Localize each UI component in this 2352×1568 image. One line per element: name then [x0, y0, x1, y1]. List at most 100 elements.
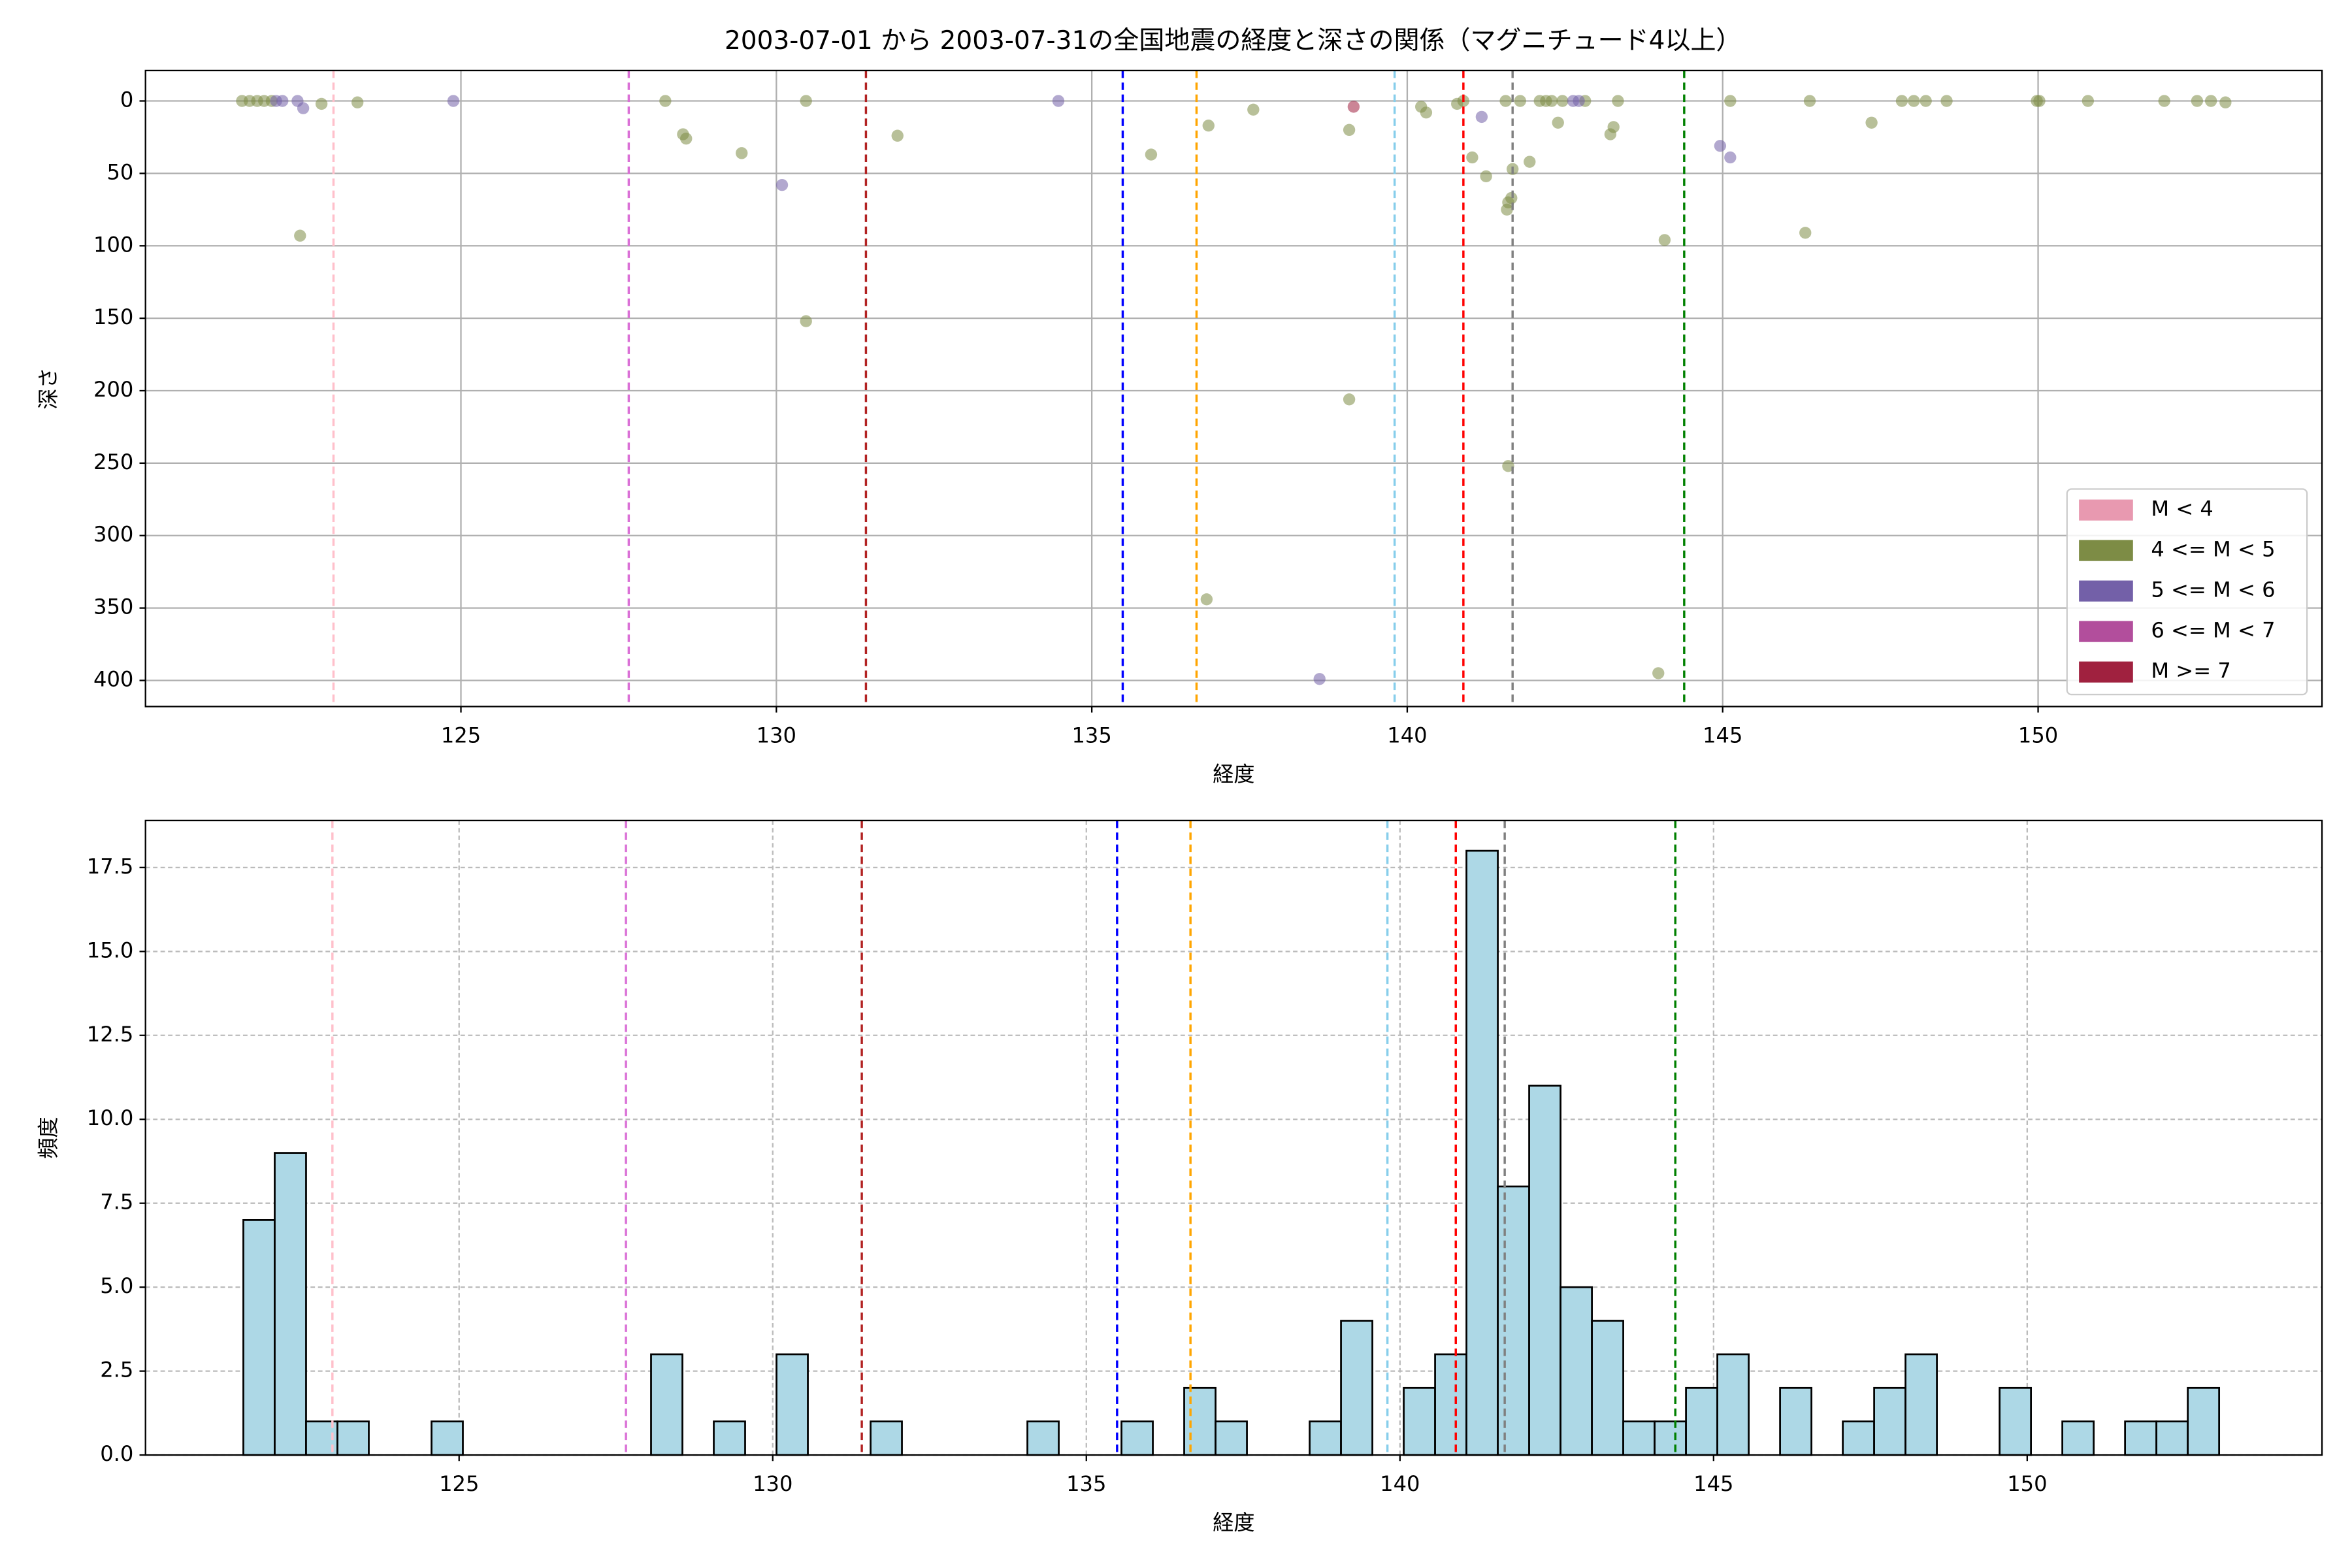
point [1803, 95, 1816, 107]
bar [1685, 1386, 1718, 1456]
y-tick-label: 50 [106, 159, 133, 184]
y-tick-label: 200 [93, 377, 133, 402]
point [1545, 95, 1558, 107]
legend-label: M >= 7 [2151, 659, 2230, 683]
point [276, 95, 289, 107]
point [1420, 106, 1433, 119]
point [1501, 203, 1513, 216]
point [1247, 103, 1260, 116]
bar [2124, 1420, 2158, 1456]
point [1313, 673, 1326, 685]
point [1612, 95, 1624, 107]
y-tick-label: 15.0 [87, 938, 134, 962]
y-tick-label: 100 [93, 232, 133, 257]
x-tick-label: 135 [1071, 723, 1111, 747]
bar [1497, 1185, 1530, 1456]
point [1202, 120, 1215, 132]
y-tick-label: 0 [120, 88, 133, 112]
bar [870, 1420, 903, 1456]
point [2219, 96, 2232, 108]
y-tick-label: 400 [93, 667, 133, 692]
legend-swatch [2079, 661, 2133, 683]
legend-swatch [2079, 540, 2133, 561]
point [1343, 123, 1356, 137]
y-tick-label: 350 [93, 595, 133, 619]
point [1347, 101, 1360, 113]
x-tick-label: 125 [439, 1471, 479, 1496]
point [1895, 95, 1908, 107]
point [1499, 95, 1512, 107]
point [1652, 667, 1665, 679]
point [2158, 95, 2170, 107]
y-tick-label: 150 [93, 304, 133, 329]
bar [274, 1152, 307, 1456]
bar [431, 1420, 464, 1456]
point [1524, 155, 1536, 168]
bar [1779, 1386, 1812, 1456]
point [736, 147, 748, 159]
bar [1560, 1286, 1593, 1456]
bar [1716, 1353, 1750, 1456]
bar [1120, 1420, 1154, 1456]
legend-swatch [2079, 580, 2133, 602]
point [1052, 95, 1065, 107]
point [1573, 95, 1585, 107]
x-tick-label: 135 [1066, 1471, 1106, 1496]
point [659, 95, 672, 107]
point [2033, 95, 2046, 107]
legend-label: M < 4 [2151, 497, 2213, 521]
point [1552, 116, 1564, 129]
y-tick-label: 250 [93, 449, 133, 474]
y-tick-label: 2.5 [100, 1358, 133, 1382]
point [1607, 121, 1620, 133]
bar [1465, 849, 1499, 1456]
bar [1842, 1420, 1875, 1456]
point [1514, 95, 1526, 107]
legend-swatch [2079, 621, 2133, 642]
bar [1528, 1085, 1561, 1456]
y-tick-label: 12.5 [87, 1022, 134, 1047]
x-axis-label: 経度 [1213, 1511, 1254, 1535]
point [1658, 234, 1671, 246]
point [1908, 95, 1920, 107]
y-tick-label: 7.5 [100, 1190, 133, 1215]
point [1145, 148, 1158, 161]
point [1724, 151, 1737, 164]
bar [336, 1420, 370, 1456]
y-tick-label: 17.5 [87, 854, 134, 879]
point [1724, 95, 1737, 107]
bar [1215, 1420, 1248, 1456]
x-axis-label: 経度 [1213, 762, 1254, 787]
x-tick-label: 145 [1693, 1471, 1733, 1496]
point [1480, 170, 1492, 183]
bar [1904, 1353, 1938, 1456]
y-tick-label: 10.0 [87, 1105, 134, 1130]
x-tick-label: 130 [757, 723, 796, 747]
y-tick-label: 300 [93, 522, 133, 547]
bar [1434, 1353, 1467, 1456]
x-tick-label: 145 [1703, 723, 1742, 747]
point [1466, 151, 1478, 164]
point [1556, 95, 1569, 107]
point [1505, 191, 1518, 204]
x-tick-label: 140 [1387, 723, 1427, 747]
bar [2155, 1420, 2189, 1456]
point [2204, 95, 2217, 107]
point [800, 315, 812, 327]
bar [1622, 1420, 1656, 1456]
x-tick-label: 130 [753, 1471, 792, 1496]
bar [1591, 1320, 1624, 1456]
legend-label: 5 <= M < 6 [2151, 578, 2275, 602]
bar [713, 1420, 746, 1456]
point [1200, 593, 1213, 606]
y-tick-label: 5.0 [100, 1273, 133, 1298]
point [1475, 110, 1488, 123]
point [297, 102, 310, 114]
y-axis-label: 深さ [36, 368, 61, 410]
point [447, 95, 460, 107]
point [891, 129, 904, 142]
point [294, 229, 306, 242]
